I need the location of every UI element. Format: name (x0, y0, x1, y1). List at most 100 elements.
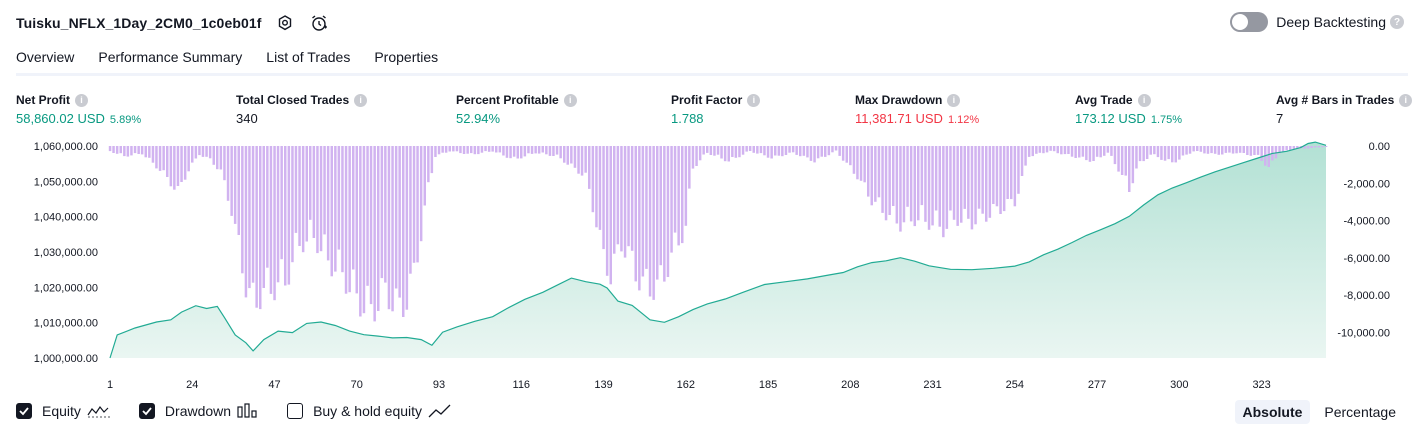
drawdown-bar (656, 146, 659, 280)
legend-equity[interactable]: Equity (16, 403, 111, 419)
drawdown-bar (838, 146, 841, 156)
drawdown-bar (201, 146, 205, 157)
deep-backtesting-toggle[interactable] (1230, 12, 1269, 32)
drawdown-bar (480, 146, 484, 153)
drawdown-bar (1067, 146, 1070, 154)
info-icon[interactable]: i (75, 93, 88, 107)
left-axis-label: 1,010,000.00 (34, 318, 98, 330)
alarm-clock-icon[interactable] (308, 12, 330, 34)
help-icon[interactable]: ? (1390, 15, 1404, 29)
drawdown-bar (419, 146, 423, 242)
drawdown-bar (398, 146, 401, 298)
drawdown-bar (545, 146, 548, 155)
drawdown-bar (448, 146, 451, 152)
drawdown-bar (548, 146, 552, 156)
drawdown-bar (745, 146, 748, 152)
drawdown-bar (1002, 146, 1006, 212)
drawdown-bar (613, 146, 616, 254)
drawdown-bar (1070, 146, 1074, 157)
percentage-button[interactable]: Percentage (1324, 404, 1396, 420)
drawdown-bar (1106, 146, 1110, 153)
tab-performance-summary[interactable]: Performance Summary (98, 49, 243, 65)
drawdown-bar (1324, 146, 1328, 147)
buy-hold-checkbox[interactable] (287, 403, 304, 419)
drawdown-bar (1217, 146, 1220, 155)
drawdown-bar (194, 146, 198, 159)
equity-checkbox[interactable] (16, 403, 32, 419)
metric-value-text: 11,381.71 USD (855, 111, 943, 126)
drawdown-bar (466, 146, 469, 154)
drawdown-bar (362, 146, 366, 314)
drawdown-bar (319, 146, 323, 252)
info-icon[interactable]: i (563, 93, 577, 107)
drawdown-bar (845, 146, 848, 163)
drawdown-bar (1017, 146, 1020, 194)
metric-label: Avg Trade i (1075, 93, 1182, 107)
metric-label-text: Profit Factor (671, 93, 743, 107)
drawdown-bar (759, 146, 763, 154)
drawdown-bar (344, 146, 348, 294)
drawdown-bar (691, 146, 695, 169)
drawdown-bar (630, 146, 634, 251)
legend-buy-hold[interactable]: Buy & hold equity (287, 403, 452, 419)
drawdown-bar (1235, 146, 1238, 154)
x-axis-label: 185 (759, 379, 777, 391)
drawdown-bar (108, 146, 112, 152)
drawdown-bar (641, 146, 645, 277)
tab-list-of-trades[interactable]: List of Trades (266, 49, 351, 65)
drawdown-bar (1052, 146, 1056, 152)
drawdown-bar (623, 146, 627, 258)
drawdown-bar (241, 146, 244, 274)
drawdown-bar (373, 146, 376, 322)
drawdown-bar (459, 146, 462, 154)
equity-drawdown-chart[interactable]: 1,060,000.00 1,050,000.00 1,040,000.00 1,03… (0, 136, 1424, 394)
drawdown-bar (1260, 146, 1263, 161)
drawdown-bar (616, 146, 620, 245)
tab-overview[interactable]: Overview (16, 46, 75, 76)
absolute-button[interactable]: Absolute (1234, 400, 1311, 424)
drawdown-bar (123, 146, 126, 157)
drawdown-bar (505, 146, 509, 158)
drawdown-bar (230, 146, 233, 216)
right-axis-label: 0.00 (1369, 141, 1390, 153)
drawdown-bar (938, 146, 941, 227)
drawdown-bar (723, 146, 727, 162)
drawdown-bar (802, 146, 806, 156)
metric-percent: 1.75% (1150, 114, 1183, 126)
drawdown-checkbox[interactable] (138, 403, 155, 419)
drawdown-bar (212, 146, 215, 165)
drawdown-bar (774, 146, 777, 156)
drawdown-bar (684, 146, 688, 226)
drawdown-bar (552, 146, 555, 156)
info-icon[interactable]: i (1137, 93, 1151, 107)
drawdown-bar (559, 146, 562, 159)
drawdown-bar (387, 146, 391, 310)
tab-properties[interactable]: Properties (374, 49, 439, 65)
drawdown-bar (520, 146, 523, 159)
trend-line-icon (428, 403, 452, 419)
x-axis-label: 300 (1170, 379, 1188, 391)
deep-backtesting-label: Deep Backtesting (1276, 14, 1386, 30)
drawdown-bar (1188, 146, 1192, 154)
drawdown-bar (917, 146, 920, 221)
drawdown-bar (892, 146, 895, 206)
info-icon[interactable]: i (747, 93, 761, 107)
info-icon[interactable]: i (1399, 93, 1413, 107)
left-axis: 1,060,000.00 1,050,000.00 1,040,000.00 1,03… (34, 141, 98, 365)
drawdown-bar (813, 146, 816, 163)
legend-drawdown[interactable]: Drawdown (138, 403, 259, 419)
drawdown-bar (416, 146, 419, 263)
drawdown-bar (899, 146, 902, 232)
drawdown-bar (115, 146, 119, 154)
drawdown-bar (1142, 146, 1145, 162)
drawdown-bar (1228, 146, 1231, 153)
drawdown-bar (841, 146, 845, 161)
gear-icon[interactable] (274, 12, 296, 34)
info-icon[interactable]: i (354, 93, 368, 107)
drawdown-bars (108, 146, 1328, 322)
info-icon[interactable]: i (947, 93, 961, 107)
drawdown-bar (233, 146, 237, 224)
metric-value-text: 1.788 (671, 111, 704, 126)
drawdown-bar (1249, 146, 1253, 156)
drawdown-bar (852, 146, 856, 174)
